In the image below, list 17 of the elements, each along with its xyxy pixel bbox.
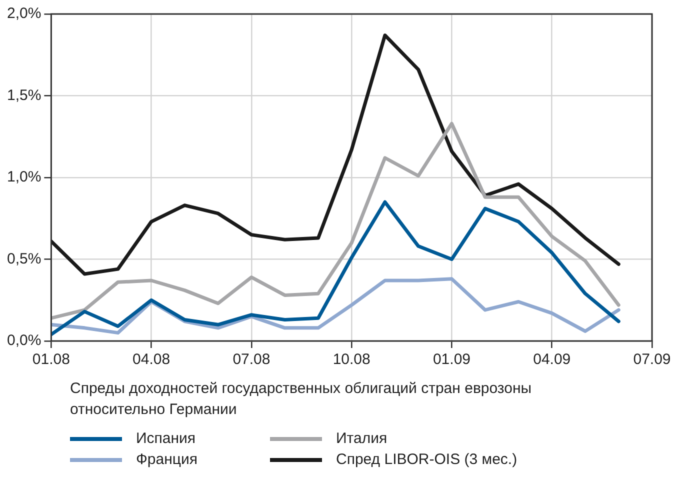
x-tick-label: 10.08 xyxy=(332,351,370,368)
legend-title: Спреды доходностей государственных облигаций стран еврозоны относительно Германии xyxy=(70,379,533,420)
y-tick-label: 0,0% xyxy=(6,332,42,350)
x-tick-label: 04.08 xyxy=(132,351,170,368)
x-tick-label: 01.08 xyxy=(32,351,70,368)
legend-label: Спред LIBOR-OIS (3 мес.) xyxy=(336,451,518,468)
legend-label: Франция xyxy=(136,451,198,468)
x-tick-label: 07.09 xyxy=(633,351,671,368)
y-tick-label: 0,5% xyxy=(6,250,42,268)
y-tick-label: 2,0% xyxy=(6,5,42,22)
legend-label: Италия xyxy=(336,430,388,447)
y-tick-label: 1,5% xyxy=(6,86,42,104)
y-tick-label: 1,0% xyxy=(6,168,42,186)
x-tick-label: 07.08 xyxy=(232,351,270,368)
x-tick-label: 04.09 xyxy=(533,351,571,368)
legend-label: Испания xyxy=(136,430,196,447)
x-tick-label: 01.09 xyxy=(432,351,471,368)
